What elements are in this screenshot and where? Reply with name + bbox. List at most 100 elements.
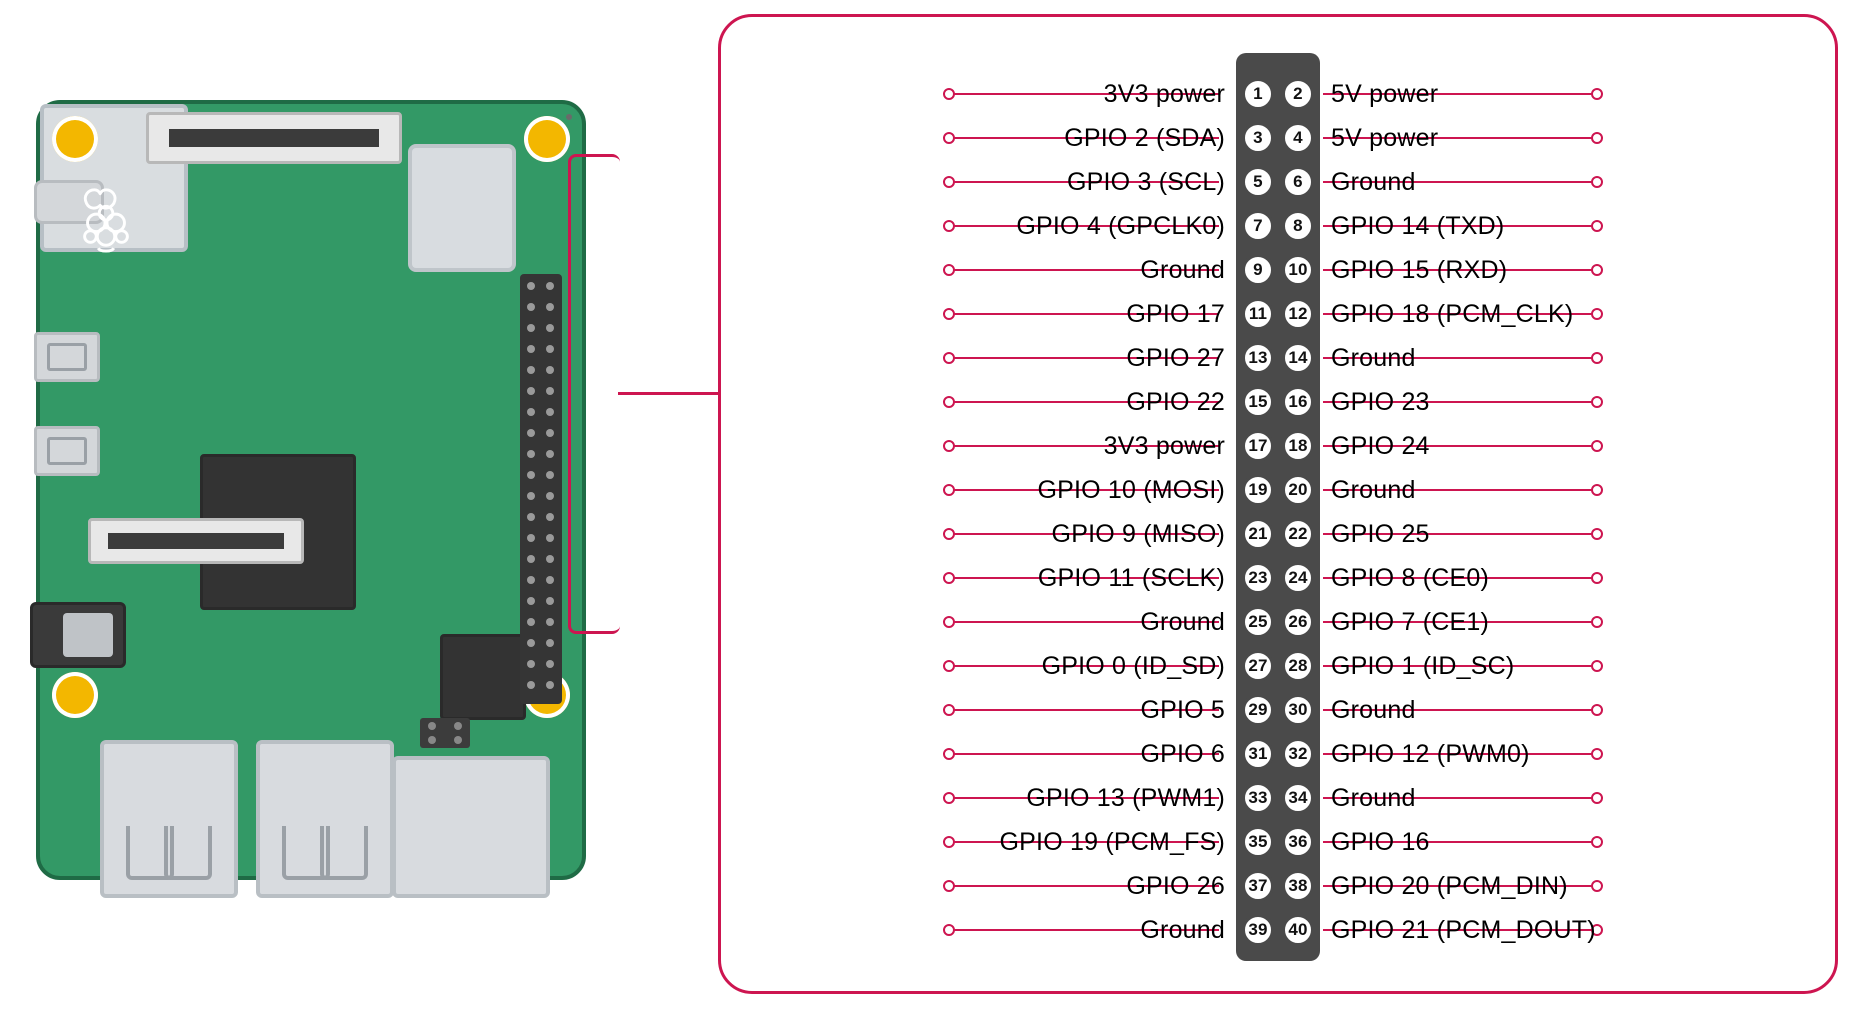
pin-header-strip: 1234567891011121314151617181920212223242…	[1236, 53, 1320, 961]
ethernet-port-icon	[392, 756, 550, 898]
pin-label: GPIO 3 (SCL)	[1067, 170, 1225, 195]
leader-endpoint-icon	[1591, 308, 1603, 320]
pin-17: 17	[1242, 430, 1274, 462]
pin-label: GPIO 17	[1126, 302, 1225, 327]
pin-label: 5V power	[1331, 82, 1438, 107]
pin-label: GPIO 14 (TXD)	[1331, 214, 1504, 239]
pin-label: GPIO 24	[1331, 434, 1430, 459]
leader-endpoint-icon	[1591, 616, 1603, 628]
pin-label: Ground	[1331, 170, 1416, 195]
display-connector-icon	[146, 112, 402, 164]
pin-18: 18	[1282, 430, 1314, 462]
pin-9: 9	[1242, 254, 1274, 286]
leader-endpoint-icon	[943, 396, 955, 408]
micro-hdmi-port-icon	[34, 426, 100, 476]
pin-label: GPIO 25	[1331, 522, 1430, 547]
gpio-header-icon	[520, 274, 562, 704]
pin-3: 3	[1242, 122, 1274, 154]
leader-endpoint-icon	[1591, 792, 1603, 804]
pin-label: GPIO 5	[1140, 698, 1225, 723]
leader-endpoint-icon	[1591, 484, 1603, 496]
pin-6: 6	[1282, 166, 1314, 198]
audio-jack-icon	[30, 602, 126, 668]
pin-label: GPIO 22	[1126, 390, 1225, 415]
pin-11: 11	[1242, 298, 1274, 330]
leader-endpoint-icon	[943, 308, 955, 320]
usb-port-icon	[100, 740, 238, 898]
leader-endpoint-icon	[1591, 528, 1603, 540]
pin-label: GPIO 12 (PWM0)	[1331, 742, 1530, 767]
pin-24: 24	[1282, 562, 1314, 594]
pin-label: GPIO 7 (CE1)	[1331, 610, 1489, 635]
pin-label: 5V power	[1331, 126, 1438, 151]
pin-label: GPIO 6	[1140, 742, 1225, 767]
pin-label: GPIO 13 (PWM1)	[1026, 786, 1225, 811]
leader-endpoint-icon	[1591, 220, 1603, 232]
ethernet-ic-icon	[440, 634, 526, 720]
pin-label: GPIO 27	[1126, 346, 1225, 371]
pin-37: 37	[1242, 870, 1274, 902]
camera-connector-icon	[88, 518, 304, 564]
pin-40: 40	[1282, 914, 1314, 946]
pin-32: 32	[1282, 738, 1314, 770]
pin-19: 19	[1242, 474, 1274, 506]
leader-endpoint-icon	[1591, 836, 1603, 848]
pin-2: 2	[1282, 78, 1314, 110]
wifi-shield-icon	[408, 144, 516, 272]
usb-port-icon	[256, 740, 394, 898]
pin-35: 35	[1242, 826, 1274, 858]
leader-endpoint-icon	[943, 880, 955, 892]
raspberry-pi-board	[36, 100, 586, 880]
leader-endpoint-icon	[1591, 440, 1603, 452]
leader-endpoint-icon	[1591, 880, 1603, 892]
leader-endpoint-icon	[943, 528, 955, 540]
leader-endpoint-icon	[1591, 748, 1603, 760]
pin-34: 34	[1282, 782, 1314, 814]
pin-label: GPIO 4 (GPCLK0)	[1016, 214, 1225, 239]
pin-30: 30	[1282, 694, 1314, 726]
pin-7: 7	[1242, 210, 1274, 242]
pin-14: 14	[1282, 342, 1314, 374]
pin-16: 16	[1282, 386, 1314, 418]
pin-label: Ground	[1331, 346, 1416, 371]
pin-label: GPIO 19 (PCM_FS)	[1000, 830, 1225, 855]
leader-endpoint-icon	[943, 132, 955, 144]
pin-label: GPIO 18 (PCM_CLK)	[1331, 302, 1573, 327]
pin-label: GPIO 9 (MISO)	[1052, 522, 1225, 547]
pin-label: 3V3 power	[1104, 434, 1225, 459]
leader-endpoint-icon	[1591, 572, 1603, 584]
pin-10: 10	[1282, 254, 1314, 286]
pin-36: 36	[1282, 826, 1314, 858]
leader-endpoint-icon	[943, 792, 955, 804]
pin-27: 27	[1242, 650, 1274, 682]
pinout-panel: 1234567891011121314151617181920212223242…	[718, 14, 1838, 994]
callout-leader-line	[618, 392, 718, 395]
pin-label: GPIO 8 (CE0)	[1331, 566, 1489, 591]
leader-endpoint-icon	[1591, 176, 1603, 188]
gpio-pinout-diagram: 1234567891011121314151617181920212223242…	[0, 0, 1873, 1011]
leader-endpoint-icon	[1591, 352, 1603, 364]
pin-label: GPIO 21 (PCM_DOUT)	[1331, 918, 1596, 943]
pin-38: 38	[1282, 870, 1314, 902]
leader-endpoint-icon	[943, 440, 955, 452]
mounting-hole-icon	[52, 116, 98, 162]
leader-endpoint-icon	[943, 264, 955, 276]
leader-endpoint-icon	[943, 484, 955, 496]
pin-label: GPIO 11 (SCLK)	[1038, 566, 1225, 591]
pin-8: 8	[1282, 210, 1314, 242]
leader-endpoint-icon	[1591, 396, 1603, 408]
pin-1: 1	[1242, 78, 1274, 110]
micro-hdmi-port-icon	[34, 332, 100, 382]
pin-label: GPIO 23	[1331, 390, 1430, 415]
leader-endpoint-icon	[1591, 132, 1603, 144]
pin-22: 22	[1282, 518, 1314, 550]
leader-endpoint-icon	[943, 176, 955, 188]
pin-label: GPIO 26	[1126, 874, 1225, 899]
leader-endpoint-icon	[1591, 660, 1603, 672]
leader-endpoint-icon	[1591, 704, 1603, 716]
pin-label: Ground	[1140, 610, 1225, 635]
pin-4: 4	[1282, 122, 1314, 154]
pin-29: 29	[1242, 694, 1274, 726]
pin-label: Ground	[1331, 698, 1416, 723]
pin-label: GPIO 15 (RXD)	[1331, 258, 1507, 283]
